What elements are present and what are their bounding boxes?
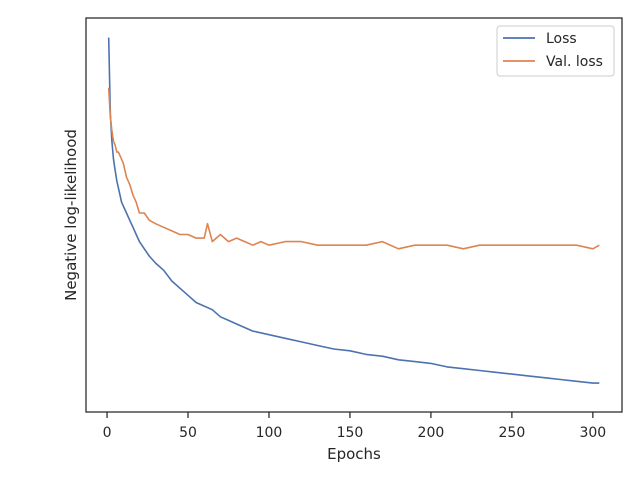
x-tick-label: 300 [579,425,606,441]
x-tick-label: 50 [179,425,197,441]
series-line-val-loss [107,87,600,250]
plot-background [86,18,622,412]
x-axis-label: Epochs [327,445,381,463]
legend: Loss Val. loss [496,25,615,77]
series-line-loss [107,37,600,384]
x-axis-ticks: 0 50 100 150 200 250 300 [103,412,606,441]
x-tick-label: 0 [103,425,112,441]
x-tick-label: 100 [256,425,283,441]
series-layer [107,37,600,384]
legend-label-loss: Loss [546,31,577,47]
plot-frame [85,17,623,413]
y-axis-label: Negative log-likelihood [62,129,80,301]
x-tick-label: 150 [337,425,364,441]
legend-label-val-loss: Val. loss [546,54,603,70]
x-tick-label: 200 [418,425,445,441]
x-tick-label: 250 [499,425,526,441]
